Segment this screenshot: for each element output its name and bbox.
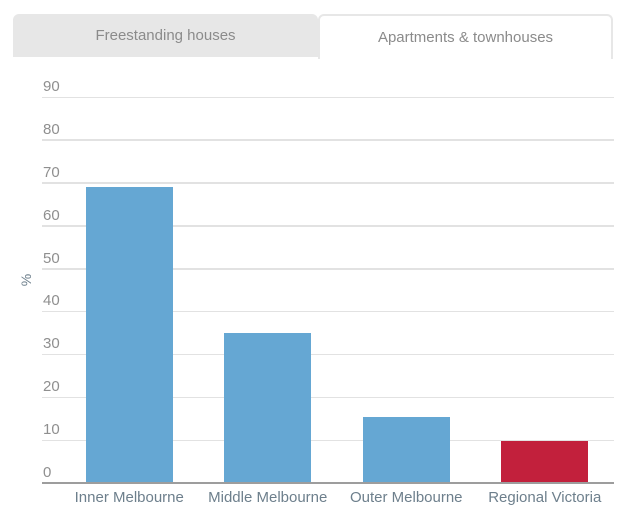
gridline-90	[42, 96, 614, 98]
y-tick-label-50: 50	[43, 249, 60, 267]
bar-slot-regional-victoria	[476, 97, 615, 483]
y-tick-label-20: 20	[43, 378, 60, 396]
gridline-10	[42, 439, 614, 442]
plot-area: 0 10 20 30 40 50 60 70 80 90	[42, 79, 614, 484]
gridline-30	[42, 353, 614, 356]
gridline-40	[42, 310, 614, 313]
x-axis-line	[42, 482, 614, 484]
bar-inner-melbourne	[85, 187, 173, 483]
y-tick-label-80: 80	[43, 120, 60, 138]
gridline-70	[42, 182, 614, 184]
bar-middle-melbourne	[224, 332, 312, 483]
x-label-middle-melbourne: Middle Melbourne	[208, 489, 328, 506]
x-label-inner-melbourne: Inner Melbourne	[74, 489, 184, 506]
bar-regional-victoria	[501, 440, 589, 483]
y-tick-label-60: 60	[43, 206, 60, 224]
y-tick-label-70: 70	[43, 163, 60, 181]
gridline-60	[42, 225, 614, 227]
bar-slot-outer-melbourne	[337, 97, 476, 483]
gridline-50	[42, 268, 614, 270]
bar-group	[60, 97, 614, 483]
x-label-regional-victoria: Regional Victoria	[488, 489, 602, 506]
y-tick-label-10: 10	[43, 421, 60, 439]
y-tick-label-40: 40	[43, 292, 60, 310]
bar-slot-inner-melbourne	[60, 97, 199, 483]
bar-slot-middle-melbourne	[199, 97, 338, 483]
x-axis-labels: Inner Melbourne Middle Melbourne Outer Mel…	[60, 489, 614, 506]
y-tick-label-90: 90	[43, 78, 60, 95]
gridline-80	[42, 139, 614, 141]
y-axis-title: %	[18, 273, 34, 287]
y-tick-label-30: 30	[43, 335, 60, 353]
bar-outer-melbourne	[362, 417, 450, 483]
tab-freestanding-houses[interactable]: Freestanding houses	[13, 14, 318, 57]
y-tick-label-0: 0	[43, 464, 52, 481]
x-label-outer-melbourne: Outer Melbourne	[349, 489, 463, 506]
gridline-20	[42, 396, 614, 399]
tab-apartments-townhouses[interactable]: Apartments & townhouses	[318, 14, 613, 59]
